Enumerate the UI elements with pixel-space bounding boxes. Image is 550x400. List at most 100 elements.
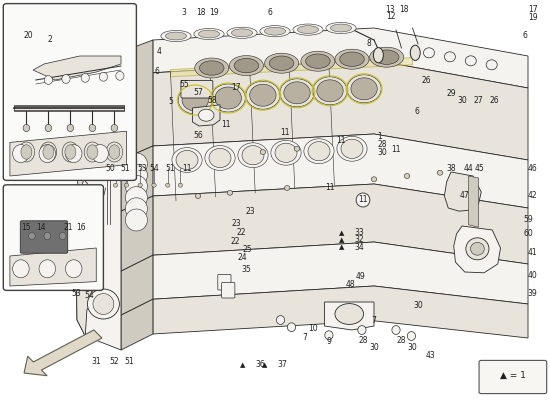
Ellipse shape	[194, 28, 224, 40]
Polygon shape	[10, 248, 96, 286]
Text: 48: 48	[346, 280, 356, 289]
Ellipse shape	[152, 183, 156, 187]
Ellipse shape	[265, 27, 285, 35]
Text: 43: 43	[425, 352, 435, 360]
FancyBboxPatch shape	[14, 105, 124, 111]
Polygon shape	[153, 242, 528, 304]
Polygon shape	[153, 28, 528, 88]
FancyArrow shape	[24, 330, 102, 376]
Ellipse shape	[200, 61, 224, 75]
Text: 11: 11	[336, 136, 346, 145]
Ellipse shape	[211, 84, 245, 112]
Ellipse shape	[313, 77, 347, 105]
Ellipse shape	[437, 170, 443, 175]
Ellipse shape	[242, 146, 264, 165]
Text: 18: 18	[399, 6, 409, 14]
Polygon shape	[121, 146, 153, 211]
Text: 13: 13	[386, 6, 395, 14]
Text: PartuzziGroup: PartuzziGroup	[157, 223, 283, 241]
Ellipse shape	[125, 176, 147, 198]
Text: 40: 40	[527, 272, 537, 280]
Ellipse shape	[275, 143, 297, 162]
Text: 15: 15	[21, 223, 31, 232]
Ellipse shape	[260, 150, 266, 154]
Ellipse shape	[195, 194, 201, 198]
Text: ▲: ▲	[240, 362, 246, 368]
Ellipse shape	[466, 238, 489, 260]
Ellipse shape	[125, 209, 147, 231]
Polygon shape	[76, 52, 121, 336]
Text: 17: 17	[529, 6, 538, 14]
Ellipse shape	[23, 124, 30, 132]
Ellipse shape	[29, 232, 35, 240]
Text: 35: 35	[241, 266, 251, 274]
Ellipse shape	[294, 146, 300, 151]
Text: 30: 30	[377, 148, 387, 157]
Text: 31: 31	[91, 358, 101, 366]
Text: 39: 39	[527, 290, 537, 298]
FancyBboxPatch shape	[3, 4, 136, 180]
Text: 21: 21	[64, 223, 74, 232]
Text: 54: 54	[149, 164, 159, 172]
FancyBboxPatch shape	[20, 221, 68, 253]
Text: 2: 2	[47, 35, 52, 44]
Text: 11: 11	[221, 120, 230, 129]
Text: 18: 18	[196, 8, 206, 17]
Ellipse shape	[284, 186, 290, 190]
Text: 7: 7	[303, 334, 307, 342]
Text: 32: 32	[355, 236, 364, 244]
Polygon shape	[153, 184, 528, 264]
Ellipse shape	[125, 153, 147, 175]
Ellipse shape	[178, 183, 183, 187]
Ellipse shape	[39, 144, 56, 162]
Ellipse shape	[392, 326, 400, 334]
Ellipse shape	[340, 52, 364, 66]
Text: 38: 38	[446, 164, 456, 173]
Ellipse shape	[347, 75, 381, 103]
FancyBboxPatch shape	[479, 360, 547, 394]
Text: 30: 30	[457, 96, 467, 105]
Text: 30: 30	[408, 343, 417, 352]
Ellipse shape	[93, 294, 114, 314]
Polygon shape	[121, 196, 153, 271]
Ellipse shape	[13, 144, 29, 162]
Text: 49: 49	[355, 272, 365, 281]
Text: 45: 45	[475, 164, 485, 173]
Text: 12: 12	[386, 12, 395, 21]
Ellipse shape	[276, 316, 285, 324]
Text: ▲: ▲	[339, 244, 345, 250]
Text: ▲: ▲	[339, 237, 345, 243]
Ellipse shape	[270, 56, 294, 70]
Text: 46: 46	[527, 164, 537, 173]
Ellipse shape	[199, 30, 219, 38]
Text: 22: 22	[230, 238, 240, 246]
Polygon shape	[153, 134, 528, 208]
Text: 27: 27	[474, 96, 483, 105]
Text: 51: 51	[124, 358, 134, 366]
Ellipse shape	[308, 142, 330, 161]
Ellipse shape	[331, 24, 351, 32]
Text: 33: 33	[355, 228, 365, 237]
Text: 53: 53	[137, 164, 147, 172]
Text: 36: 36	[256, 360, 266, 369]
Ellipse shape	[215, 87, 241, 109]
Text: 55: 55	[179, 80, 189, 89]
Ellipse shape	[166, 32, 186, 40]
Text: 53: 53	[71, 290, 81, 298]
Ellipse shape	[410, 45, 420, 60]
Text: 54: 54	[84, 292, 94, 300]
Text: 29: 29	[446, 90, 456, 98]
Text: 59: 59	[523, 215, 533, 224]
Ellipse shape	[43, 145, 54, 159]
Ellipse shape	[113, 183, 118, 187]
Ellipse shape	[62, 142, 79, 162]
Ellipse shape	[45, 124, 52, 132]
Ellipse shape	[111, 124, 118, 132]
Ellipse shape	[67, 124, 74, 132]
Ellipse shape	[306, 54, 330, 68]
Text: 28: 28	[397, 336, 406, 345]
Text: ▲ = 1: ▲ = 1	[500, 370, 526, 380]
Text: 11: 11	[280, 128, 290, 137]
Text: 26: 26	[421, 76, 431, 85]
Ellipse shape	[470, 242, 484, 255]
